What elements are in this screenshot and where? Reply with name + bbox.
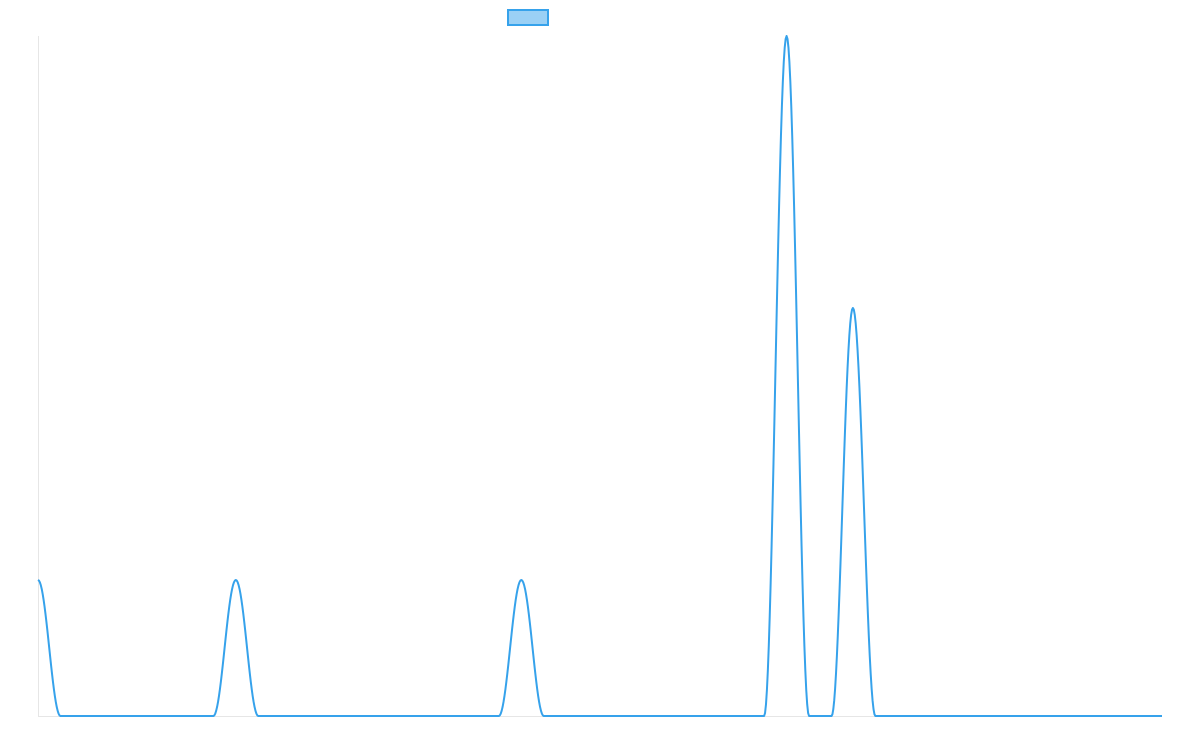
legend-swatch[interactable] — [507, 9, 549, 26]
series-layer — [37, 35, 1162, 717]
axes — [38, 36, 1162, 717]
series-line — [37, 35, 1162, 717]
legend[interactable] — [507, 9, 549, 26]
